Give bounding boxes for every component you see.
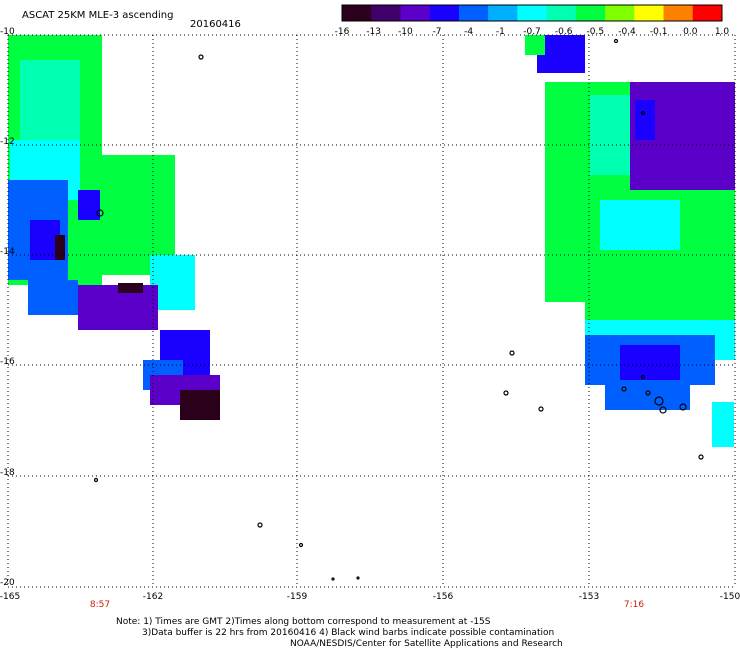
lon-label: -165 (0, 592, 21, 602)
colorbar-tick-label: -1 (495, 27, 505, 37)
colorbar-tick-label: -0.5 (586, 27, 605, 37)
colorbar-segment (429, 5, 460, 21)
colorbar-segment (458, 5, 489, 21)
colorbar-tick-label: -0.6 (554, 27, 573, 37)
lat-label: -16 (0, 357, 15, 367)
colorbar-tick-label: -4 (464, 27, 474, 37)
colorbar-segment (663, 5, 694, 21)
time-label-right: 7:16 (623, 600, 645, 610)
lon-label: -153 (578, 592, 600, 602)
note-line-1: Note: 1) Times are GMT 2)Times along bot… (116, 617, 491, 627)
colorbar-tick-label: -7 (432, 27, 442, 37)
colorbar-tick-label: -0.1 (649, 27, 668, 37)
colorbar-tick-label: -0.4 (618, 27, 636, 37)
time-label-left: 8:57 (89, 600, 111, 610)
colorbar-segment (342, 5, 372, 21)
colorbar-segment (692, 5, 723, 21)
colorbar-segment (575, 5, 606, 21)
lat-label: -12 (0, 137, 15, 147)
colorbar-border (341, 4, 723, 22)
colorbar-tick-label: -0.7 (523, 27, 541, 37)
swath-left (8, 35, 220, 420)
lon-label: -150 (719, 592, 740, 602)
colorbar-tick-label: 0.0 (683, 27, 698, 37)
colorbar-segment (605, 5, 635, 21)
lat-label: -14 (0, 247, 15, 257)
colorbar-tick-label: -16 (334, 27, 350, 37)
lat-label: -20 (0, 578, 15, 588)
lat-label: -10 (0, 27, 15, 37)
lon-label: -162 (142, 592, 164, 602)
colorbar-segment (517, 5, 548, 21)
note-line-3: NOAA/NESDIS/Center for Satellite Applica… (290, 639, 563, 649)
lon-label: -159 (286, 592, 308, 602)
lat-lon-grid (7, 34, 736, 588)
island-markers (93, 38, 704, 581)
lon-label: -156 (432, 592, 454, 602)
colorbar-tick-label: -13 (366, 27, 382, 37)
colorbar-tick-label: -10 (397, 27, 413, 37)
colorbar-tick-label: 1.0 (714, 27, 730, 37)
colorbar-segment (546, 5, 577, 21)
lat-label: -18 (0, 468, 15, 478)
colorbar-segment (634, 5, 665, 21)
product-title: ASCAT 25KM MLE-3 ascending (22, 10, 174, 21)
colorbar-segment (371, 5, 401, 21)
colorbar-segment (488, 5, 518, 21)
swath-right (525, 35, 735, 447)
colorbar (341, 4, 723, 22)
colorbar-segment (400, 5, 431, 21)
product-date: 20160416 (190, 19, 241, 30)
note-line-2: 3)Data buffer is 22 hrs from 20160416 4)… (142, 628, 555, 638)
